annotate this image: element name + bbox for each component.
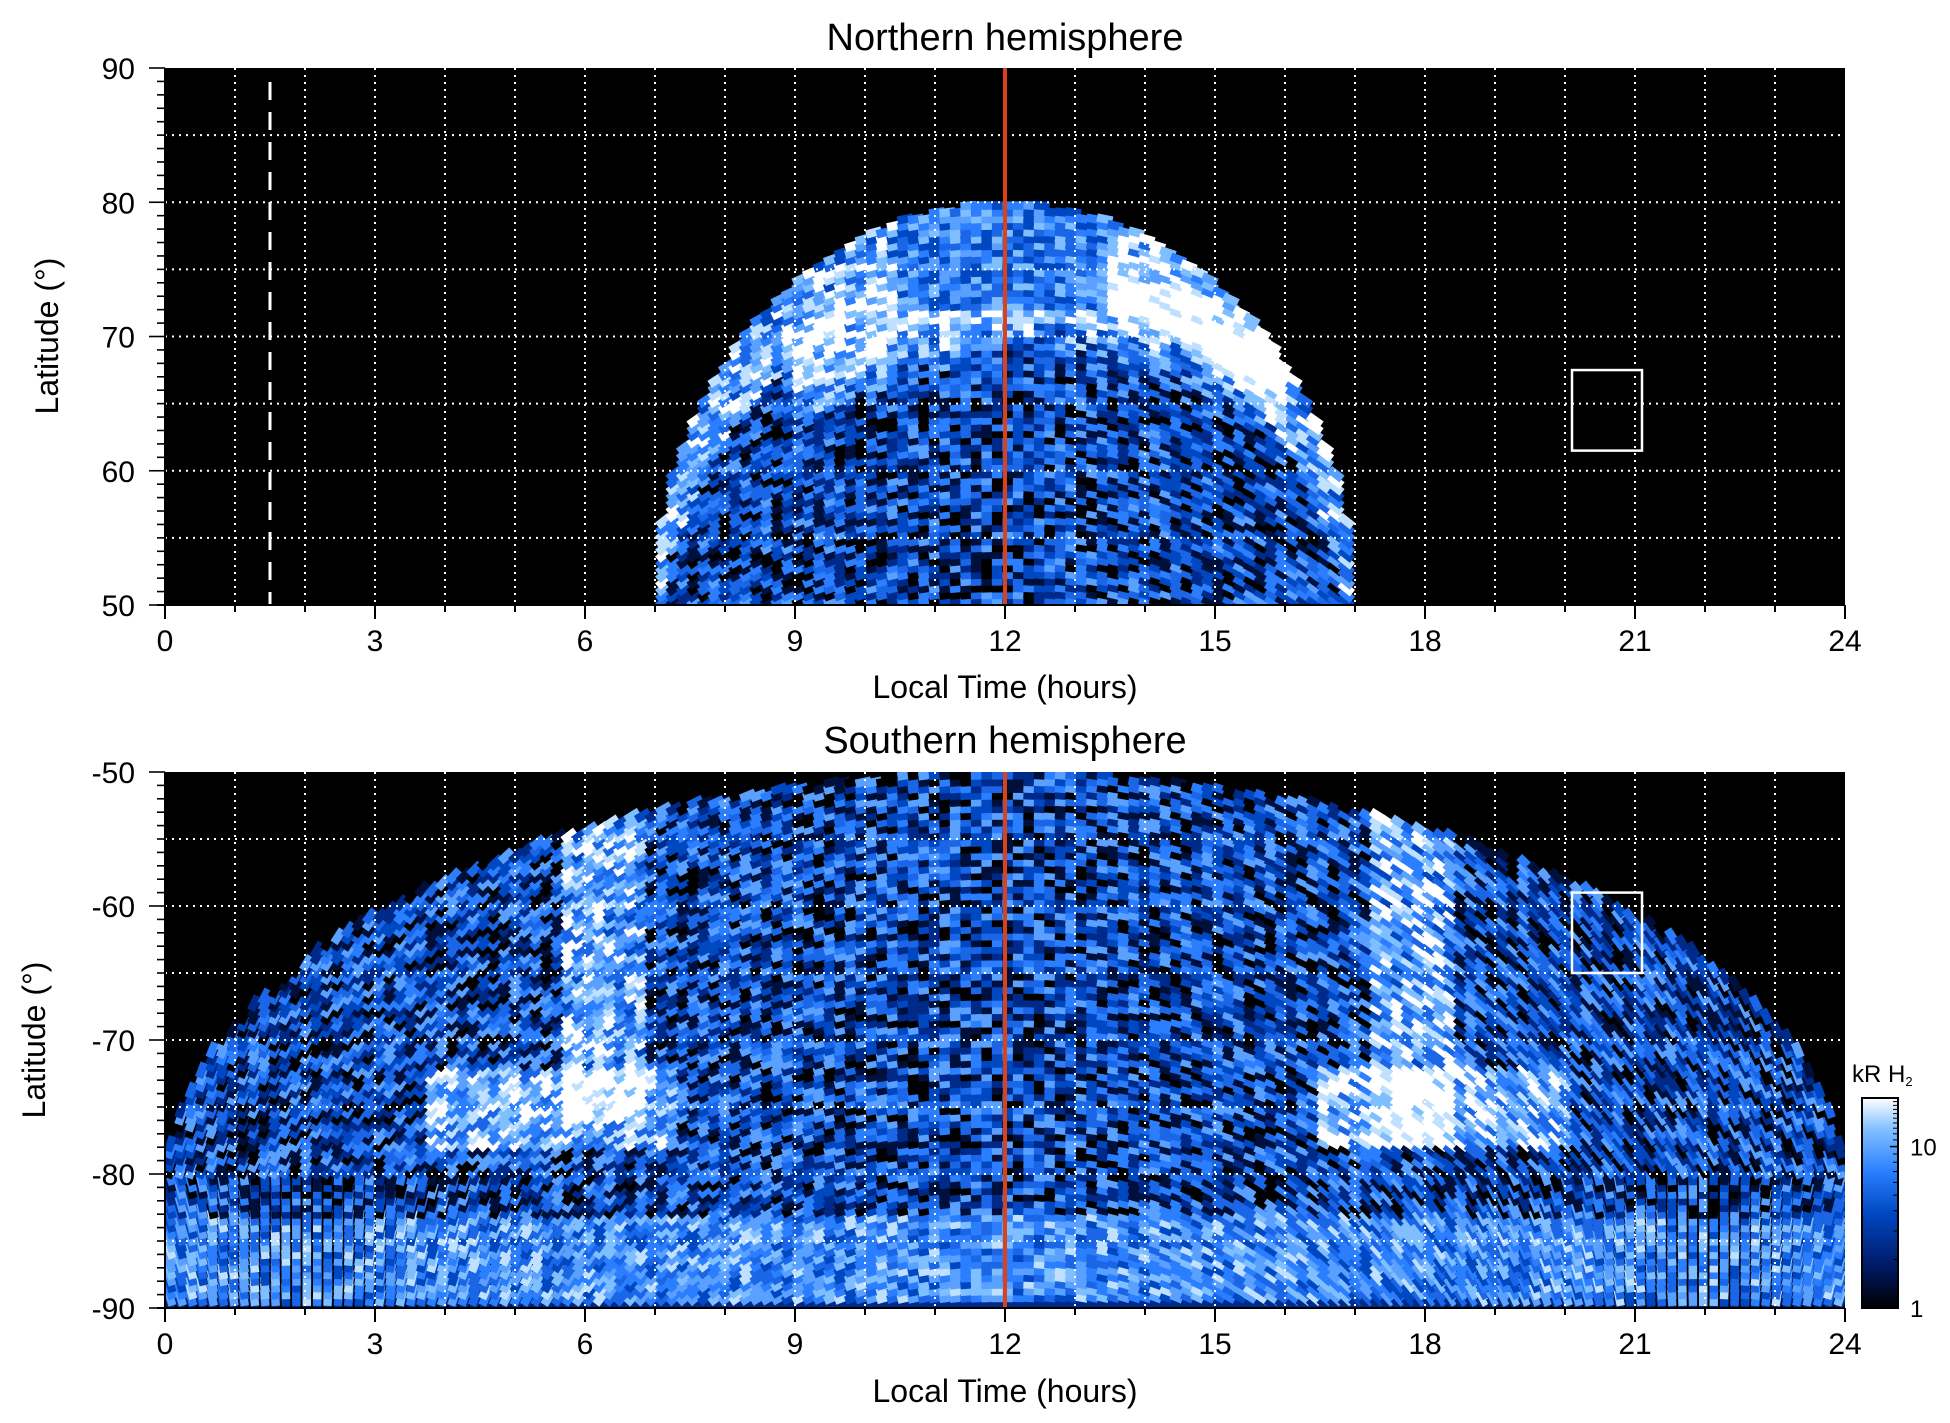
north-axes: 0 3 6 9 12 15 18 21 24 50 60 70 80 90: [102, 53, 1862, 658]
north-emission-cell: [1305, 593, 1324, 605]
north-emission-cell: [1316, 593, 1335, 605]
north-reference-box: [1570, 368, 1644, 452]
north-emission-cell: [1337, 526, 1356, 543]
north-emission-cell: [1316, 439, 1335, 456]
north-emission-cell: [1253, 325, 1272, 341]
north-y-axis-title: Latitude (°): [29, 258, 65, 415]
north-emission-cell: [1305, 419, 1324, 436]
north-emission-cell: [1305, 412, 1324, 429]
north-emission-cell: [1232, 594, 1251, 605]
north-x-tick-label: 0: [157, 625, 174, 658]
north-emission-cell: [1263, 345, 1282, 361]
north-emission-cell: [1337, 579, 1356, 597]
north-emission-cell: [1263, 338, 1282, 355]
north-y-tick-label: 80: [102, 187, 135, 220]
north-y-tick-label: 50: [102, 590, 135, 623]
north-emission-cell: [1274, 358, 1293, 375]
north-emission-cell: [1242, 594, 1261, 605]
north-title: Northern hemisphere: [827, 17, 1184, 59]
north-emission-cell: [1253, 594, 1272, 605]
north-panel: Northern hemisphere 0 3 6 9 12 15 18 21 24 50 60 70…: [29, 17, 1862, 705]
north-emission-cell: [1326, 466, 1345, 483]
north-emission-cell: [1337, 566, 1356, 584]
north-x-tick-label: 15: [1198, 625, 1231, 658]
north-emission-cell: [1316, 445, 1335, 463]
north-emission-cell: [1326, 486, 1345, 503]
north-x-tick-label: 3: [367, 625, 384, 658]
north-y-tick-label: 90: [102, 53, 135, 86]
north-emission-cell: [1337, 559, 1356, 577]
north-emission-cell: [1211, 594, 1230, 605]
north-emission-cell: [1326, 472, 1345, 490]
north-emission-cell: [1337, 539, 1356, 557]
north-emission-cell: [1337, 519, 1356, 537]
north-emission-cell: [1337, 586, 1356, 604]
north-emission-cell: [1295, 392, 1314, 409]
north-emission-cell: [1200, 272, 1219, 287]
north-y-tick-label: 70: [102, 322, 135, 355]
north-x-tick-label: 6: [577, 625, 594, 658]
north-emission-cell: [1200, 594, 1219, 605]
north-emission-cell: [1337, 573, 1356, 590]
north-x-tick-label: 24: [1828, 625, 1861, 658]
north-x-tick-label: 18: [1408, 625, 1441, 658]
north-emission-cell: [1326, 499, 1345, 516]
south-emission-data: [165, 772, 1845, 1308]
north-emission-cell: [1295, 593, 1314, 605]
north-x-tick-label: 21: [1618, 625, 1651, 658]
north-emission-cell: [1284, 372, 1303, 388]
north-emission-cell: [1190, 594, 1209, 605]
north-emission-cell: [1263, 593, 1282, 605]
south-emission-cell: [165, 1135, 177, 1153]
north-emission-cell: [1337, 512, 1356, 530]
north-emission-cell: [1221, 292, 1240, 307]
north-emission-cell: [1337, 593, 1356, 605]
north-emission-cell: [1337, 553, 1356, 570]
north-x-tick-label: 9: [787, 625, 804, 658]
north-x-axis-title: Local Time (hours): [873, 669, 1138, 705]
north-emission-cell: [1326, 492, 1345, 510]
north-emission-cell: [1305, 425, 1324, 442]
south-panel: Southern hemisphere 0 3 6 9 12 15 18 21 24-90-80…: [16, 720, 1862, 1409]
north-emission-cell: [1326, 593, 1345, 605]
north-y-tick-label: 60: [102, 456, 135, 489]
north-emission-cell: [1337, 546, 1356, 563]
south-title: Southern hemisphere: [823, 720, 1186, 762]
north-emission-cell: [1316, 452, 1335, 469]
north-emission-cell: [1242, 312, 1261, 328]
north-emission-cell: [1284, 593, 1303, 605]
north-emission-cell: [1274, 593, 1293, 605]
north-overlays: [268, 68, 1644, 605]
north-emission-cell: [1284, 378, 1303, 395]
north-emission-cell: [1221, 594, 1240, 605]
north-emission-cell: [1326, 479, 1345, 496]
north-x-tick-label: 12: [988, 625, 1021, 658]
